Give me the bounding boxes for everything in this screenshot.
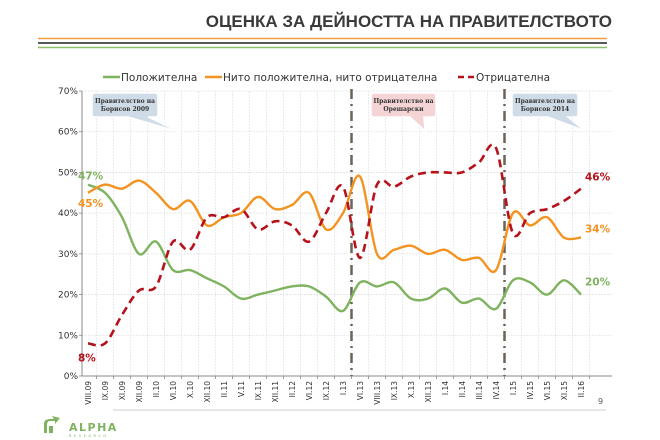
series-neutral-end-label: 34% [585,224,611,236]
callout-bubble [511,92,586,132]
y-tick-label: 30% [58,250,78,260]
callout-text: Правителство на [515,98,575,105]
x-tick-label: VI.12 [305,381,314,400]
x-tick-label: VI.13 [356,381,365,400]
legend-label-positive: Положителна [121,72,197,84]
series-positive-line [87,183,582,313]
y-tick-label: 10% [58,331,78,341]
y-axis: 0% 10% 20% 30% 40% 50% 60% 70% [58,87,83,382]
header-stripes [38,37,607,49]
y-tick-label: 70% [58,87,78,97]
grid [82,90,612,376]
y-tick-label: 0% [64,372,79,382]
callout-bubble [91,92,181,133]
logo-subtext: RESEARCH [69,434,109,438]
series-negative-end-label: 46% [585,172,611,184]
alpha-research-logo: ALPHA RESEARCH [44,416,118,438]
y-tick-label: 50% [58,168,78,178]
x-tick-label: IX.09 [101,381,110,401]
series-lines [87,143,582,347]
x-tick-label: III.14 [475,381,484,400]
series-neutral-line [87,174,582,273]
x-tick-label: II.12 [288,381,297,398]
x-tick-label: XI.15 [560,381,569,401]
legend-label-neutral: Нито положителна, нито отрицателна [223,72,437,84]
callout-text: Орешарски [383,106,424,113]
logo-arrow-icon [44,416,60,433]
series-negative-start-label: 8% [78,352,96,364]
y-tick-label: 20% [58,291,78,301]
x-tick-label: IX.11 [254,381,263,401]
x-tick-label: XII.10 [203,381,212,403]
x-tick-label: II.14 [458,381,467,398]
callout-text: Правителство на [373,98,433,105]
period-dividers [350,89,506,376]
x-tick-label: X.10 [186,381,195,398]
slide-title: ОЦЕНКА ЗА ДЕЙНОСТТА НА ПРАВИТЕЛСТВОТО [206,12,612,31]
x-tick-label: VI.15 [543,381,552,400]
x-tick-label: VIII.13 [373,381,382,405]
legend: Положителна Нито положителна, нито отриц… [103,72,550,84]
x-tick-label: II.10 [152,381,161,398]
x-tick-label: XII.09 [135,381,144,403]
x-tick-label: II.16 [577,381,586,398]
x-tick-label: XII.11 [271,381,280,403]
callout-text: Борисов 2014 [521,106,569,113]
page-number: 9 [598,397,603,406]
x-tick-label: VIII.09 [84,381,93,405]
callout-text: Правителство на [95,98,155,105]
callout-text: Борисов 2009 [101,106,149,113]
series-positive-start-label: 47% [78,171,104,183]
callout-bubble [370,92,437,133]
x-tick-label: X.13 [407,381,416,398]
x-tick-label: IV.14 [492,381,501,400]
x-tick-label: XI.09 [118,381,127,401]
x-tick-label: I.15 [509,381,518,395]
x-tick-label: IX.13 [390,381,399,401]
series-negative-line [87,143,582,347]
x-tick-label: VI.10 [169,381,178,400]
data-labels: 47% 20% 45% 34% 8% 46% [78,171,611,365]
logo-text: ALPHA [69,421,118,434]
x-tick-label: IV.15 [526,381,535,400]
x-tick-label: XII.13 [424,381,433,403]
series-positive-end-label: 20% [585,277,611,289]
x-tick-label: II.11 [220,381,229,398]
x-tick-label: IX.12 [322,381,331,401]
y-tick-label: 60% [58,128,78,138]
x-tick-label: I.14 [441,381,450,395]
x-tick-label: I.13 [339,381,348,395]
y-tick-label: 40% [58,209,78,219]
series-neutral-start-label: 45% [78,198,104,210]
x-tick-label: V.11 [237,381,246,397]
legend-label-negative: Отрицателна [476,72,550,84]
x-axis: VIII.09 IX.09 XI.09 XII.09 II.10 VI.10 X.10 XII… [82,375,612,405]
